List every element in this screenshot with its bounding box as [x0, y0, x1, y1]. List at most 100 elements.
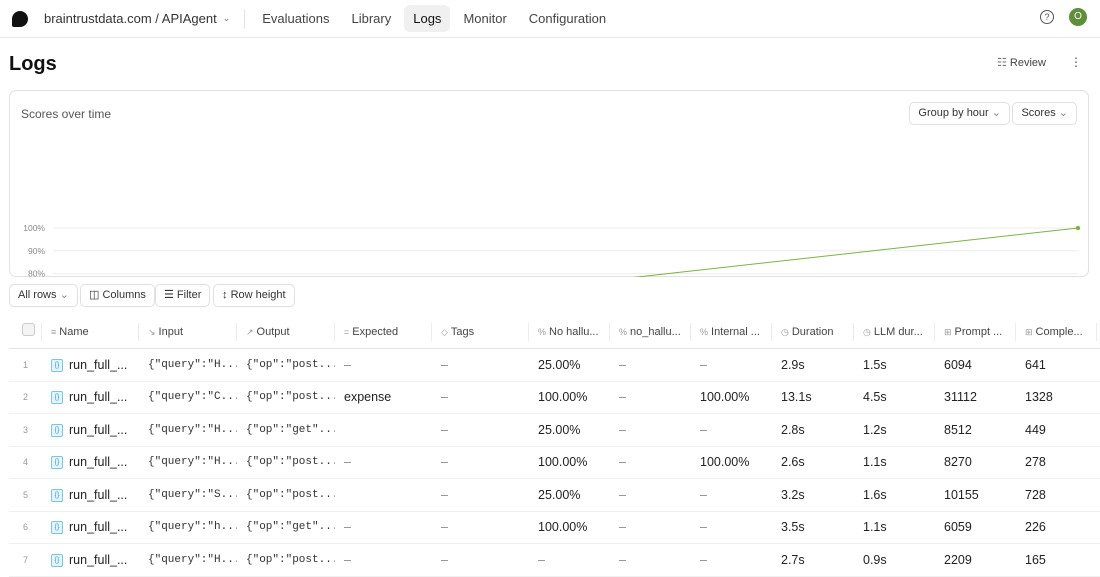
table-cell: 1.1s: [863, 520, 887, 535]
table-cell: 278: [1025, 455, 1046, 470]
table-cell: –: [441, 455, 448, 470]
project-selector[interactable]: braintrustdata.com / APIAgent ⌄: [44, 11, 231, 26]
more-options-button[interactable]: ⋮: [1070, 55, 1082, 69]
help-icon[interactable]: ?: [1040, 10, 1054, 24]
nav-tab-logs[interactable]: Logs: [404, 5, 451, 32]
avatar[interactable]: O: [1069, 8, 1087, 26]
select-all-checkbox[interactable]: [22, 322, 35, 336]
table-cell: –: [344, 455, 351, 470]
chevron-down-icon: ⌄: [222, 13, 231, 23]
table-row[interactable]: 4 {} run_full_... {"query":"H... {"op":"post…: [9, 447, 1100, 479]
table-cell: {} run_full_...: [42, 423, 139, 437]
y-tick-label: 80%: [28, 269, 45, 277]
table-cell: –: [619, 390, 626, 405]
table-cell: 1.2s: [863, 422, 887, 437]
table-cell: 6059: [944, 520, 972, 535]
chart-title: Scores over time: [21, 107, 112, 121]
table-row[interactable]: 6 {} run_full_... {"query":"h... {"op":"get"…: [9, 512, 1100, 544]
chevron-down-icon: ⌄: [1058, 107, 1068, 119]
table-row[interactable]: 3 {} run_full_... {"query":"H... {"op":"get"…: [9, 414, 1100, 447]
span-icon: {}: [51, 488, 63, 502]
table-cell: –: [619, 487, 626, 502]
column-type-icon: ⊞: [1025, 326, 1033, 337]
table-cell: {} run_full_...: [42, 358, 139, 372]
table-cell: –: [619, 422, 626, 437]
span-icon: {}: [51, 423, 63, 437]
series-line: [632, 227, 1079, 277]
column-type-icon: ⊞: [944, 326, 952, 337]
table-cell: {} run_full_...: [42, 553, 139, 567]
scores-chart-card: Scores over time Group by hour ⌄ Scores …: [9, 90, 1089, 277]
row-height-button[interactable]: ↕ Row height: [213, 284, 295, 307]
table-row[interactable]: 1 {} run_full_... {"query":"H... {"op":"post…: [9, 349, 1100, 382]
column-type-icon: %: [700, 326, 709, 337]
table-cell: expense: [344, 390, 392, 405]
table-cell: 7: [22, 554, 28, 565]
table-cell: 6: [22, 522, 28, 533]
nav-tab-configuration[interactable]: Configuration: [528, 11, 607, 26]
table-cell: 1.1s: [863, 455, 887, 470]
column-type-icon: ◇: [441, 326, 448, 337]
review-button[interactable]: ☷ Review: [997, 57, 1046, 69]
nav-tab-monitor[interactable]: Monitor: [463, 11, 507, 26]
column-header[interactable]: ⊞ Comple...: [1016, 322, 1097, 341]
table-cell: –: [441, 487, 448, 502]
filter-button[interactable]: ☰ Filter: [155, 284, 211, 307]
table-cell: 1.5s: [863, 357, 887, 372]
table-cell: –: [619, 357, 626, 372]
table-cell: –: [700, 552, 707, 567]
table-cell: 100.00%: [700, 390, 750, 405]
column-header[interactable]: % No hallu...: [529, 322, 610, 341]
column-type-icon: =: [344, 326, 350, 337]
column-header[interactable]: = Expected: [335, 322, 432, 341]
nav-tab-library[interactable]: Library: [351, 11, 392, 26]
table-cell: 226: [1025, 520, 1046, 535]
braintrust-logo[interactable]: [12, 10, 28, 27]
columns-button[interactable]: ◫ Columns: [80, 284, 155, 307]
column-header[interactable]: ◇ Tags: [432, 322, 529, 341]
table-cell: {"query":"H...: [148, 456, 237, 469]
table-cell: {"op":"post...: [246, 488, 335, 501]
group-by-dropdown[interactable]: Group by hour ⌄: [909, 102, 1010, 125]
table-cell: 100.00%: [538, 520, 588, 535]
column-header[interactable]: % no_hallu...: [610, 322, 691, 341]
table-cell: –: [619, 552, 626, 567]
table-row[interactable]: 2 {} run_full_... {"query":"C... {"op":"post…: [9, 382, 1100, 414]
column-header[interactable]: ◷ LLM dur...: [854, 322, 935, 341]
table-cell: {"query":"S...: [148, 488, 237, 501]
table-cell: {"op":"post...: [246, 358, 335, 371]
table-cell: 3: [22, 424, 28, 435]
table-cell: 100.00%: [538, 390, 588, 405]
column-header[interactable]: ≡ Name: [42, 322, 139, 341]
table-cell: {"op":"get"...: [246, 521, 335, 534]
table-cell: 2209: [944, 552, 972, 567]
column-header[interactable]: ↘ Input: [139, 322, 237, 341]
table-cell: 25.00%: [538, 422, 581, 437]
table-cell: {} run_full_...: [42, 455, 139, 470]
table-cell: –: [441, 552, 448, 567]
table-cell: 25.00%: [538, 357, 581, 372]
chevron-down-icon: ⌄: [59, 289, 69, 301]
all-rows-dropdown[interactable]: All rows ⌄: [9, 284, 78, 307]
column-header[interactable]: ◷ Duration: [772, 322, 854, 341]
table-cell: 2.9s: [781, 357, 805, 372]
table-cell: {"query":"H...: [148, 553, 237, 566]
table-cell: –: [619, 520, 626, 535]
column-header[interactable]: ⊞ Prompt ...: [935, 322, 1016, 341]
column-header[interactable]: ↗ Output: [237, 322, 335, 341]
table-cell: {} run_full_...: [42, 520, 139, 535]
table-cell: {} run_full_...: [42, 488, 139, 502]
column-header[interactable]: % Internal ...: [691, 322, 772, 341]
table-cell: –: [344, 552, 351, 567]
table-row[interactable]: 5 {} run_full_... {"query":"S... {"op":"post…: [9, 479, 1100, 512]
scores-dropdown[interactable]: Scores ⌄: [1012, 102, 1077, 125]
table-row[interactable]: 7 {} run_full_... {"query":"H... {"op":"post…: [9, 544, 1100, 577]
table-cell: –: [344, 357, 351, 372]
nav-tab-evaluations[interactable]: Evaluations: [262, 11, 330, 26]
logs-table: ≡ Name ↘ Input ↗ Output = Expected ◇ Tags% No hall…: [9, 315, 1100, 577]
table-cell: 1: [22, 359, 28, 370]
table-cell: –: [700, 520, 707, 535]
table-cell: {"op":"get"...: [246, 423, 335, 436]
table-cell: –: [441, 390, 448, 405]
table-cell: 100.00%: [700, 455, 750, 470]
